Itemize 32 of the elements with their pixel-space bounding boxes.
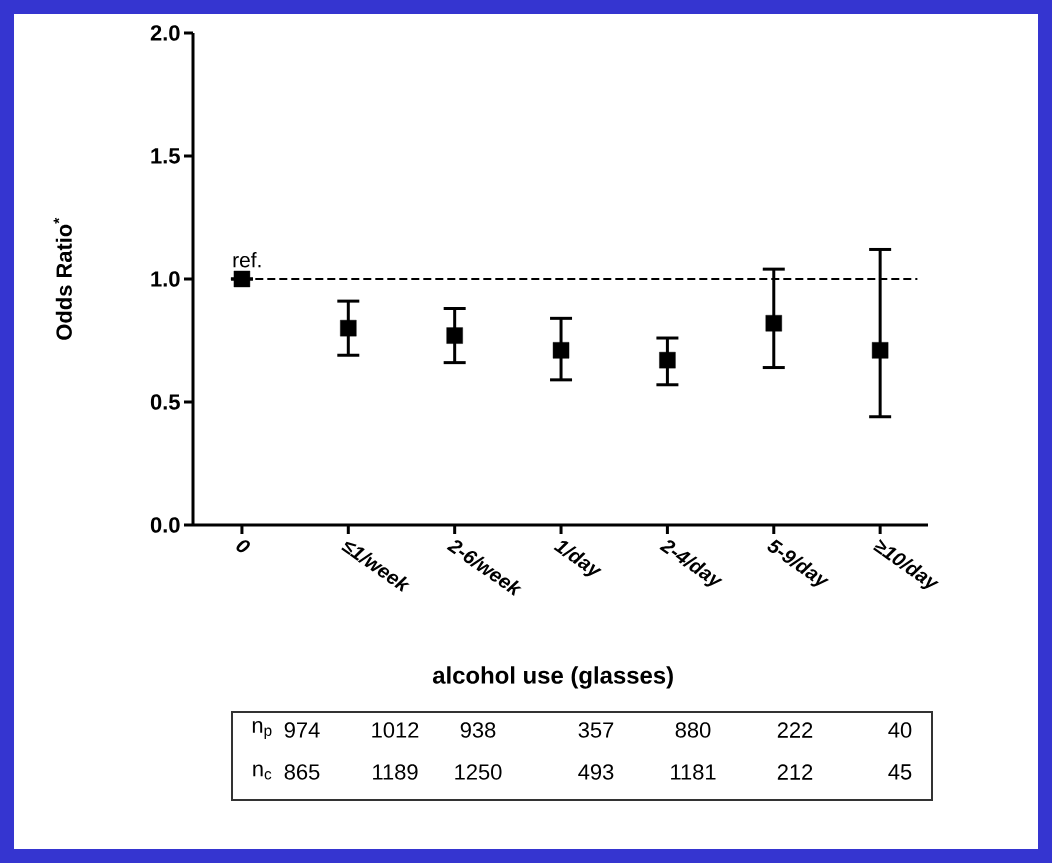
- y-tick-label: 1.5: [151, 148, 180, 164]
- text: n$_{p}$: [252, 720, 272, 740]
- text: 938: [460, 722, 496, 738]
- text: 865: [284, 764, 320, 780]
- point: [659, 351, 676, 369]
- text: 222: [777, 722, 813, 738]
- point: [552, 342, 570, 359]
- point: [871, 342, 889, 359]
- text: 974: [284, 722, 320, 738]
- text: 1189: [373, 764, 418, 780]
- y-axis-title: Odds Ratio$^{*}$: [53, 217, 72, 340]
- text: 880: [675, 722, 711, 738]
- text: 40: [888, 722, 912, 738]
- x-tick-label: 0: [236, 540, 250, 553]
- point: [340, 319, 357, 337]
- point: [446, 327, 463, 344]
- y-tick-label: 2.0: [150, 25, 180, 41]
- text: 493: [578, 764, 614, 780]
- text: 45: [888, 764, 912, 780]
- annotation: ref.: [233, 252, 261, 268]
- y-tick-label: 0.0: [150, 517, 180, 533]
- y-tick-label: 0.5: [150, 394, 180, 410]
- text: 1181: [671, 764, 716, 780]
- text: 212: [777, 764, 813, 780]
- point: [765, 315, 782, 332]
- text: 357: [578, 722, 614, 738]
- text: n$_{c}$: [253, 764, 272, 780]
- point: [233, 270, 251, 288]
- text: 1250: [455, 764, 502, 780]
- y-tick-label: 1.0: [151, 271, 180, 287]
- x-axis-title: alcohol use (glasses): [432, 666, 673, 689]
- text: 1012: [372, 722, 419, 738]
